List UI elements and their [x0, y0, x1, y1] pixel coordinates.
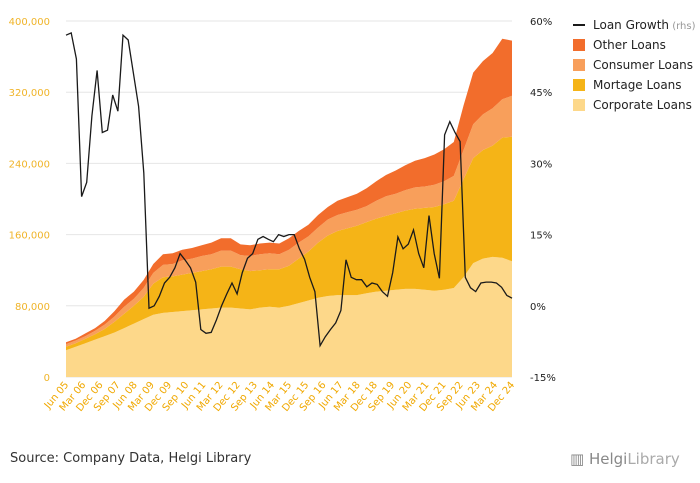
- right-tick-label: 60%: [530, 17, 552, 28]
- right-tick-label: 0%: [530, 302, 546, 313]
- corporate-loans-area: [66, 256, 512, 377]
- right-tick-label: -15%: [530, 373, 556, 384]
- legend-swatch-box: [573, 79, 585, 91]
- stacked-areas: [66, 38, 512, 377]
- left-tick-label: 80,000: [15, 302, 50, 313]
- left-tick-label: 400,000: [9, 17, 50, 28]
- legend-swatch-box: [573, 99, 585, 111]
- right-tick-label: 45%: [530, 88, 552, 99]
- logo-icon: ▥: [570, 450, 589, 468]
- legend-label: Loan Growth (rhs): [593, 18, 696, 32]
- logo-main: Helgi: [588, 450, 628, 468]
- left-axis-ticks: 0 80,000 160,000 240,000 320,000 400,000: [9, 17, 50, 384]
- left-tick-label: 160,000: [9, 231, 50, 242]
- legend-label: Mortage Loans: [593, 78, 682, 92]
- legend-label: Other Loans: [593, 38, 666, 52]
- left-tick-label: 240,000: [9, 159, 50, 170]
- left-tick-label: 320,000: [9, 88, 50, 99]
- legend-swatch-box: [573, 59, 585, 71]
- legend: Loan Growth (rhs) Other Loans Consumer Loa…: [573, 18, 696, 112]
- legend-label: Consumer Loans: [593, 58, 693, 72]
- consumer-loans-area: [66, 95, 512, 347]
- logo-sub: Library: [627, 450, 680, 468]
- legend-swatch-box: [573, 39, 585, 51]
- right-axis-ticks: -15% 0% 15% 30% 45% 60%: [530, 17, 556, 384]
- legend-suffix: (rhs): [669, 21, 696, 32]
- loan-growth-line: [65, 31, 513, 348]
- right-tick-label: 15%: [530, 231, 552, 242]
- source-note: Source: Company Data, Helgi Library: [10, 451, 252, 466]
- right-tick-label: 30%: [530, 159, 552, 170]
- left-tick-label: 0: [44, 373, 50, 384]
- loan-growth-line-group: [65, 31, 513, 348]
- mortage-loans-area: [66, 136, 512, 351]
- helgi-library-logo: ▥ HelgiLibrary: [570, 450, 680, 468]
- legend-label: Corporate Loans: [593, 98, 692, 112]
